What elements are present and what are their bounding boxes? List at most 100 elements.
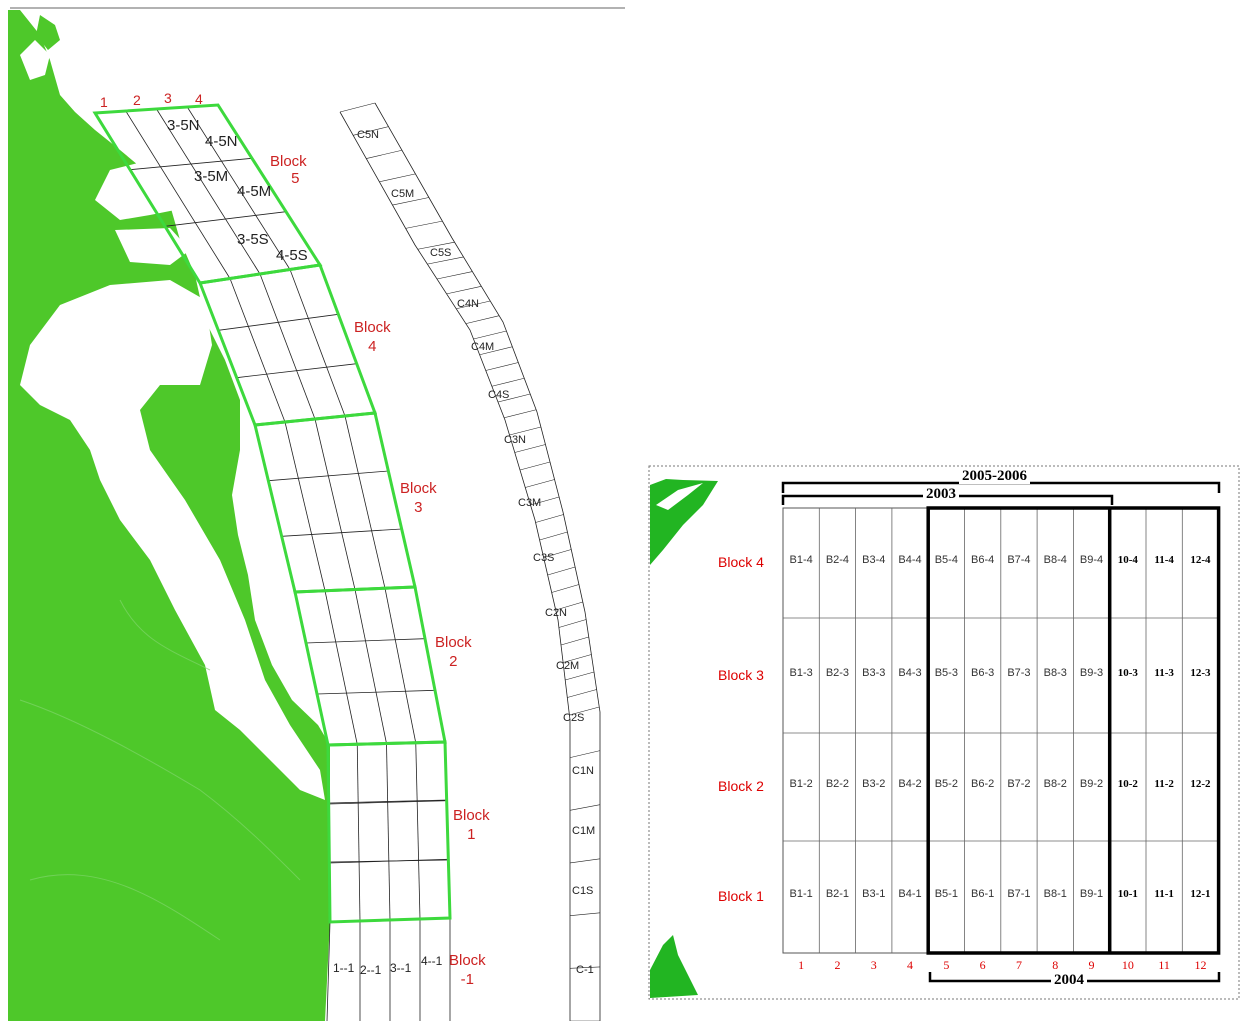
row-label: Block 1 xyxy=(718,888,764,904)
grid-cell-label: B9-2 xyxy=(1079,778,1104,790)
grid-cell-label: B1-2 xyxy=(789,778,813,790)
lagoon-water xyxy=(20,280,325,800)
cell-label-1--1: 1--1 xyxy=(333,961,355,975)
cell-label-3-5m: 3-5M xyxy=(194,168,229,185)
control-strip-tick xyxy=(569,966,601,969)
column-number: 3 xyxy=(870,958,877,972)
grid-cell-label: B7-3 xyxy=(1007,666,1031,679)
grid-row-line xyxy=(329,859,450,863)
grid-column-line xyxy=(415,742,421,920)
control-cell-label: C1S xyxy=(572,885,594,897)
grid-column-line xyxy=(284,421,326,591)
column-number: 5 xyxy=(943,958,950,972)
control-strip-tick xyxy=(497,393,531,403)
period-label-2005-2006: 2005-2006 xyxy=(959,469,1030,484)
grid-cell-label: B4-3 xyxy=(898,666,922,679)
grid-column-line xyxy=(314,418,356,590)
diagram-river xyxy=(656,483,703,510)
grid-cell-label: B4-2 xyxy=(898,778,922,790)
grid-cell-label: B9-3 xyxy=(1079,666,1104,679)
grid-cell-label: B2-2 xyxy=(825,778,850,790)
column-number: 11 xyxy=(1158,958,1170,972)
grid-row-line xyxy=(328,800,447,805)
bay-water xyxy=(95,160,180,220)
cell-label-4--1: 4--1 xyxy=(421,954,443,968)
grid-cell-label: B8-4 xyxy=(1043,554,1067,566)
control-strip-tick xyxy=(569,858,601,864)
cell-label-3--1: 3--1 xyxy=(390,961,412,975)
column-number: 10 xyxy=(1121,958,1134,972)
control-strip-tick xyxy=(514,444,546,453)
control-cell-label: C5N xyxy=(357,129,380,141)
control-strip-tick xyxy=(417,241,455,250)
control-strip-tick xyxy=(535,514,564,523)
grid-row-line xyxy=(281,528,402,537)
grid-cell-label: 10-3 xyxy=(1117,666,1138,679)
control-strip-tick xyxy=(560,636,589,646)
grid-cell-label: B7-2 xyxy=(1007,778,1031,790)
control-strip-tick xyxy=(479,346,513,356)
control-strip-tick xyxy=(446,286,482,295)
control-strip-inner-edge xyxy=(339,111,571,1021)
grid-cell-label: B8-1 xyxy=(1043,888,1067,900)
control-strip-tick xyxy=(543,549,572,558)
cell-label-4-5s: 4-5S xyxy=(276,247,308,264)
grid-row-line xyxy=(164,211,287,227)
control-strip-tick xyxy=(563,654,592,663)
column-label-4: 4 xyxy=(195,91,203,107)
control-cell-label: C2S xyxy=(563,712,585,724)
grid-cell-label: 10-4 xyxy=(1117,554,1138,566)
grid-cell-label: B6-3 xyxy=(971,666,995,679)
grid-column-line xyxy=(386,743,391,921)
cape-water xyxy=(20,40,50,80)
row-label: Block 3 xyxy=(718,666,764,683)
sampling-grid-map: 1 2 3 4 3-5N 4-5N 3-5M 4-5M 3-5S 4-5S Bl… xyxy=(8,7,625,1022)
grid-cell-label: B3-2 xyxy=(862,778,886,790)
column-label-1: 1 xyxy=(100,94,108,110)
grid-column-line xyxy=(354,589,387,744)
grid-cell-label: B6-2 xyxy=(971,778,995,790)
cell-label-3-5s: 3-5S xyxy=(237,231,269,248)
grid-row-line xyxy=(329,799,449,804)
control-strip-tick xyxy=(366,149,403,159)
grid-cell-label: B9-1 xyxy=(1079,888,1104,900)
control-cell-label: C4S xyxy=(488,389,510,401)
grid-cell-label: 12-4 xyxy=(1190,554,1211,566)
block-outline xyxy=(293,585,447,747)
grid-cell-label: B1-1 xyxy=(789,888,813,900)
block-5-label: Block 5 xyxy=(270,154,307,186)
control-strip-tick xyxy=(565,671,595,681)
island xyxy=(36,15,60,50)
control-cell-label: C3N xyxy=(504,434,527,446)
control-cell-label: C1M xyxy=(572,825,596,837)
column-number: 4 xyxy=(907,958,914,972)
column-number: 1 xyxy=(798,958,805,972)
period-label-2003: 2003 xyxy=(923,487,959,502)
grid-row-line xyxy=(316,689,436,695)
control-cell-label: C4N xyxy=(457,298,480,310)
grid-cell-label: 11-2 xyxy=(1154,778,1174,790)
control-cell-label: C-1 xyxy=(576,964,594,976)
control-strip-tick xyxy=(339,102,376,113)
block-2-word: Block xyxy=(435,634,472,651)
grid-cell-label: B6-1 xyxy=(971,888,995,900)
control-grid xyxy=(339,102,601,1022)
grid-cell-label: 12-3 xyxy=(1190,666,1211,679)
grid-row-line xyxy=(218,313,339,331)
grid-cell-label: B5-2 xyxy=(934,778,958,790)
grid-column-line xyxy=(125,110,231,279)
control-strip-tick xyxy=(436,271,473,280)
cell-label-3-5n: 3-5N xyxy=(167,117,200,134)
control-strip-tick xyxy=(392,197,429,206)
grid-cell-label: 10-1 xyxy=(1117,888,1138,900)
control-strip-tick xyxy=(379,173,416,183)
control-strip-tick xyxy=(530,496,560,506)
block-5-number: 5 xyxy=(291,170,300,187)
block-minus1-word: Block xyxy=(449,952,486,969)
diagram-frame xyxy=(648,465,1240,1000)
control-cell-label: C5M xyxy=(391,188,415,200)
grid-cell-label: 11-3 xyxy=(1154,666,1174,679)
control-strip-tick xyxy=(525,479,555,488)
control-strip-tick xyxy=(569,750,601,758)
control-strip-tick xyxy=(551,584,580,593)
